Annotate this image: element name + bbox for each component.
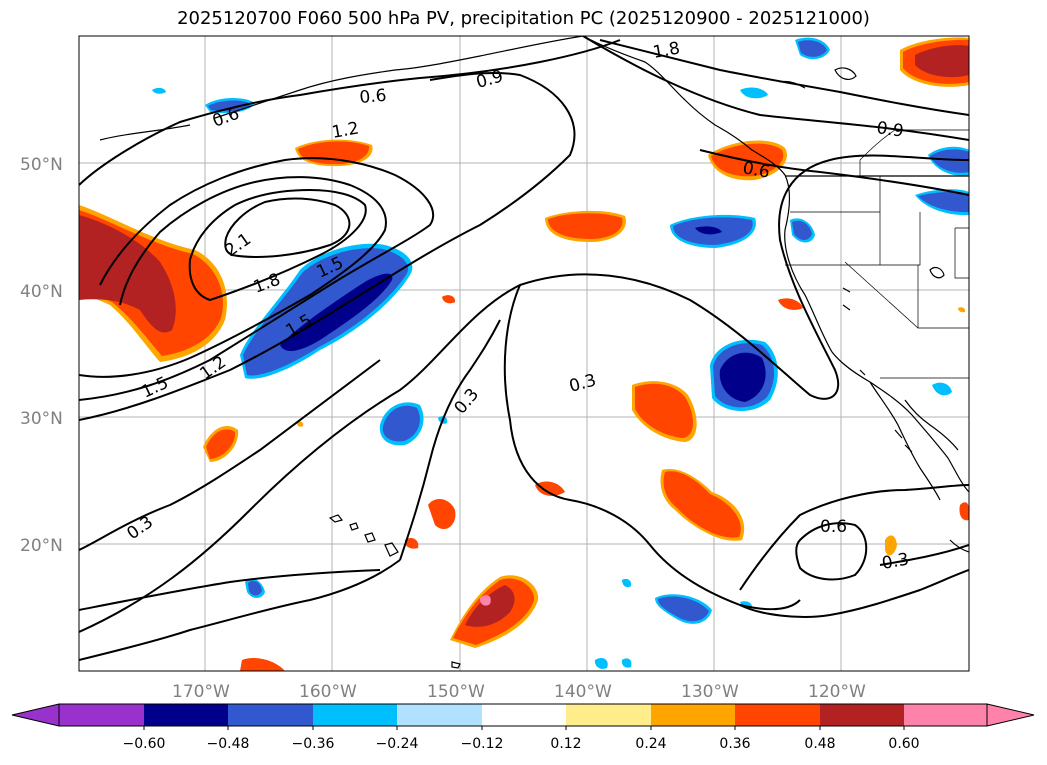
colorbar-segment [313,704,397,726]
pv-contour-0-6-ne [599,39,969,116]
colorbar-tick-label: −0.24 [376,736,419,752]
lat-label-40n: 40°N [20,282,63,302]
lat-label-20n: 20°N [20,536,63,556]
pv-contour-0-6-south [795,522,868,581]
pv-contour-0-3-se [739,484,969,591]
pv-contour-1-5 [79,176,387,378]
lat-label-50n: 50°N [20,155,63,175]
precip-negative-areas [152,37,969,669]
colorbar-tick-label: 0.24 [635,736,666,752]
colorbar-segment [820,704,904,726]
lon-label-140w: 140°W [554,682,612,702]
political-borders [785,129,969,379]
colorbar-tick-label: 0.60 [888,736,919,752]
pv-contour-2-1 [224,197,351,258]
colorbar-tick-label: −0.60 [123,736,166,752]
pv-contour-1-2 [79,157,435,401]
contour-label: 0.3 [880,550,910,574]
colorbar-tick-label: −0.48 [207,736,250,752]
baja-california [869,381,941,501]
longitude-labels: 170°W 160°W 150°W 140°W 130°W 120°W [172,682,866,702]
latitude-labels: 50°N 40°N 30°N 20°N [20,155,63,556]
north-america-coast [582,36,969,493]
pv-contour-0-6-north [79,39,621,186]
pv-contour-0-9-ne [582,36,969,141]
lon-label-120w: 120°W [808,682,866,702]
colorbar: −0.60 −0.48 −0.36 −0.24 −0.12 0.12 0.24 … [11,703,1035,752]
colorbar-tick-label: −0.36 [292,736,335,752]
colorbar-tick-label: −0.12 [461,736,504,752]
graticule [79,36,969,671]
lon-label-160w: 160°W [299,682,357,702]
map-title: 2025120700 F060 500 hPa PV, precipitatio… [177,8,870,29]
contour-label: 0.6 [359,86,388,108]
contour-label: 0.6 [741,158,771,182]
colorbar-segment [59,704,144,726]
pv-contour-0-6-pnw [699,149,969,196]
colorbar-segment [144,704,228,726]
colorbar-segment [735,704,820,726]
hawaii-islands [328,514,399,557]
map-frame [78,35,970,672]
colorbar-extend-low [11,703,60,727]
colorbar-tick-label: 0.12 [550,736,581,752]
precip-positive-areas [79,37,969,671]
pv-contours [79,36,969,661]
contour-label: 1.8 [651,39,681,63]
pv-contour-1-8 [188,188,367,302]
colorbar-extend-high [986,703,1035,727]
colorbar-segment [566,704,651,726]
colorbar-segment [904,704,987,726]
pv-contour-0-9 [79,71,576,421]
colorbar-tick-label: 0.48 [804,736,835,752]
contour-label: 0.9 [875,118,905,142]
lon-label-170w: 170°W [172,682,230,702]
colorbar-segment [397,704,482,726]
lat-label-30n: 30°N [20,409,63,429]
colorbar-segment [228,704,313,726]
colorbar-tick-label: 0.36 [719,736,750,752]
contour-label: 1.2 [330,119,360,143]
colorbar-segment [482,704,566,726]
pv-contour-0-3-west [79,359,381,551]
precip-area-small-1 [428,498,456,530]
colorbar-segment [651,704,735,726]
map-background [79,36,969,671]
contour-label: 0.6 [820,517,847,537]
pv-contour-0-3-mid [399,319,501,561]
pv-contour-0-3-sw [79,559,401,661]
pv-contour-0-3-far-south [79,569,381,611]
lon-label-150w: 150°W [427,682,485,702]
lon-label-130w: 130°W [681,682,739,702]
pv-contour-0-3-outer [79,154,969,633]
